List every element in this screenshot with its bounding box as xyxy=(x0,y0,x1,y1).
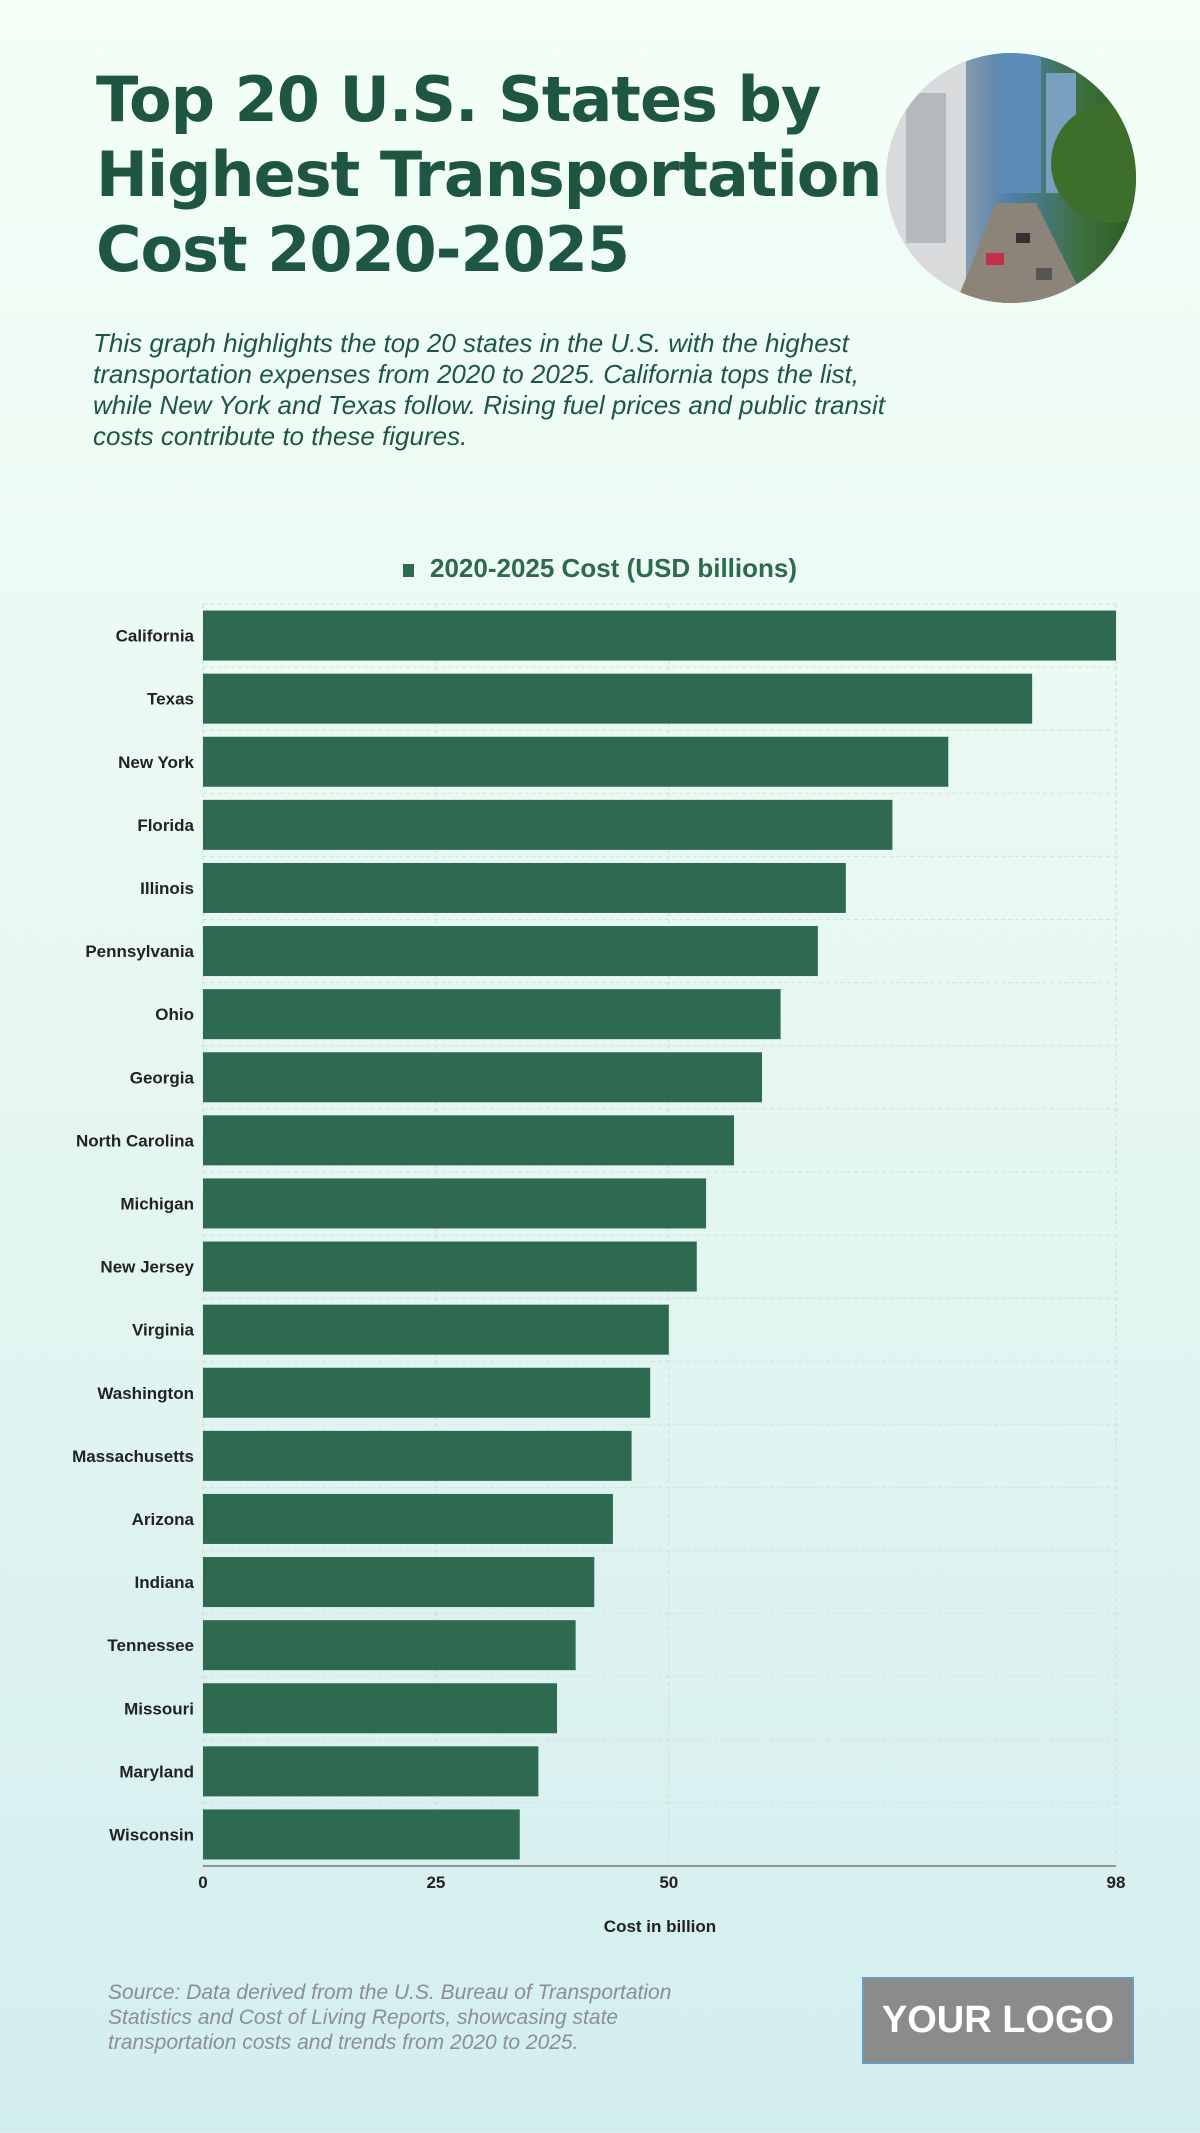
y-tick-label: Texas xyxy=(147,690,194,709)
y-tick-label: Washington xyxy=(97,1384,194,1403)
bar-florida xyxy=(203,799,893,850)
y-tick-label: North Carolina xyxy=(76,1131,195,1150)
y-tick-label: Massachusetts xyxy=(72,1447,194,1466)
y-tick-label: California xyxy=(116,627,195,646)
logo-placeholder: YOUR LOGO xyxy=(862,1977,1134,2064)
bar-new-jersey xyxy=(203,1241,697,1292)
y-tick-label: Ohio xyxy=(155,1005,194,1024)
bar-washington xyxy=(203,1367,651,1418)
y-tick-label: Wisconsin xyxy=(109,1825,194,1844)
bar-new-york xyxy=(203,736,949,787)
y-tick-label: Florida xyxy=(137,816,194,835)
chart-legend: 2020-2025 Cost (USD billions) xyxy=(0,553,1200,584)
y-tick-label: Illinois xyxy=(140,879,194,898)
bar-virginia xyxy=(203,1304,669,1355)
y-tick-label: Maryland xyxy=(119,1762,194,1781)
x-axis-title: Cost in billion xyxy=(603,1917,717,1936)
bar-texas xyxy=(203,673,1033,724)
bar-georgia xyxy=(203,1052,762,1103)
y-tick-label: Pennsylvania xyxy=(85,942,194,961)
x-tick-label: 25 xyxy=(426,1873,445,1892)
legend-label: 2020-2025 Cost (USD billions) xyxy=(430,553,797,583)
bar-missouri xyxy=(203,1683,558,1734)
bar-pennsylvania xyxy=(203,926,818,977)
bar-arizona xyxy=(203,1493,613,1544)
bar-california xyxy=(203,610,1116,661)
y-tick-label: Indiana xyxy=(134,1573,194,1592)
x-tick-label: 98 xyxy=(1107,1873,1126,1892)
bar-illinois xyxy=(203,862,846,913)
city-traffic-photo xyxy=(886,53,1136,303)
y-tick-label: Arizona xyxy=(132,1510,195,1529)
source-note: Source: Data derived from the U.S. Burea… xyxy=(108,1981,672,2054)
subtitle: This graph highlights the top 20 states … xyxy=(93,328,885,451)
x-tick-label: 0 xyxy=(198,1873,207,1892)
bar-tennessee xyxy=(203,1620,576,1671)
page-title: Top 20 U.S. States by Highest Transporta… xyxy=(96,63,882,286)
bar-maryland xyxy=(203,1746,539,1797)
bar-massachusetts xyxy=(203,1430,632,1481)
y-tick-label: Virginia xyxy=(132,1321,195,1340)
legend-swatch xyxy=(403,563,414,577)
y-tick-label: New Jersey xyxy=(100,1258,194,1277)
bar-north-carolina xyxy=(203,1115,735,1166)
y-tick-label: Georgia xyxy=(130,1068,195,1087)
bar-wisconsin xyxy=(203,1809,520,1860)
y-tick-label: Michigan xyxy=(120,1194,194,1213)
y-tick-label: Tennessee xyxy=(107,1636,194,1655)
bar-indiana xyxy=(203,1557,595,1608)
x-tick-label: 50 xyxy=(659,1873,678,1892)
y-tick-label: New York xyxy=(118,753,194,772)
bar-michigan xyxy=(203,1178,707,1229)
y-tick-label: Missouri xyxy=(124,1699,194,1718)
bar-ohio xyxy=(203,989,781,1040)
